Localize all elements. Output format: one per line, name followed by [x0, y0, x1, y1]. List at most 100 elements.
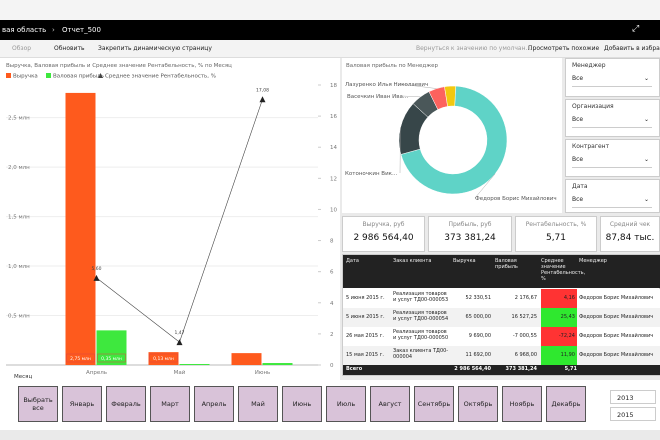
- slicer-dropdown[interactable]: Все ⌄: [572, 75, 652, 87]
- month-button[interactable]: Выбрать все: [18, 386, 58, 422]
- y2-tick-label: 14: [330, 145, 337, 151]
- table-cell: Федоров Борис Михайлович: [579, 333, 654, 339]
- header-bar: вая область › Отчет_500 ⤢: [0, 20, 660, 40]
- month-button[interactable]: Март: [150, 386, 190, 422]
- year-button[interactable]: 2013: [610, 390, 656, 404]
- slicer-dropdown[interactable]: Все ⌄: [572, 156, 652, 168]
- month-button[interactable]: Сентябрь: [414, 386, 454, 422]
- table-cell: -7 000,55: [512, 333, 537, 339]
- table-row: [343, 308, 660, 327]
- kpi-label: Рентабельность, %: [525, 221, 587, 228]
- combo-chart: Выручка, Валовая прибыль и Среднее значе…: [0, 58, 340, 380]
- bar: [231, 353, 262, 365]
- month-button[interactable]: Апрель: [194, 386, 234, 422]
- table-cell: 5 июня 2015 г.: [346, 295, 385, 301]
- data-label: 0,35 млн: [101, 356, 122, 362]
- column-header: Дата: [346, 258, 359, 264]
- donut-segment: [444, 85, 456, 107]
- month-button[interactable]: Август: [370, 386, 410, 422]
- dropdown-arrow: ⌄: [644, 196, 650, 203]
- donut-label: Федоров Борис Михайлович: [475, 195, 557, 202]
- legend-label: Валовая прибыль: [53, 74, 104, 80]
- donut-label: Котоночкин Вик...: [345, 171, 397, 177]
- column-header: Менеджер: [579, 258, 607, 264]
- y-tick-label: 0,5 млн: [8, 314, 30, 320]
- expand-icon[interactable]: ⤢: [632, 24, 640, 34]
- toolbar-button[interactable]: Закрепить динамическую страницу: [98, 45, 212, 52]
- month-button[interactable]: Октябрь: [458, 386, 498, 422]
- table-cell: 16 527,25: [511, 314, 537, 320]
- slicer-dropdown[interactable]: Все ⌄: [572, 196, 652, 208]
- report-name[interactable]: Отчет_500: [62, 26, 101, 34]
- toolbar-button[interactable]: Обзор: [12, 45, 32, 52]
- year-button[interactable]: 2015: [610, 407, 656, 421]
- y2-tick-label: 8: [330, 239, 334, 245]
- table: Дата Заказ клиента Выручка Валовая прибыль С…: [342, 254, 660, 376]
- bar: [65, 92, 96, 365]
- month-button[interactable]: Декабрь: [546, 386, 586, 422]
- chart-title: Валовая прибыль по Менеджер: [346, 63, 439, 69]
- table-row: [343, 327, 660, 346]
- total-cell: Всего: [346, 366, 363, 372]
- data-label: 0,13 млн: [153, 356, 174, 362]
- donut-segment: [400, 85, 508, 195]
- x-axis-label: Месяц: [14, 374, 32, 380]
- slicer-dropdown[interactable]: Все ⌄: [572, 116, 652, 128]
- line-marker: [259, 96, 266, 103]
- toolbar-button[interactable]: Добавить в избранное: [604, 45, 660, 52]
- x-tick-label: Июнь: [255, 370, 271, 376]
- total-row: [343, 363, 660, 375]
- toolbar-button[interactable]: Просмотреть похожие: [528, 45, 600, 52]
- month-button[interactable]: Июль: [326, 386, 366, 422]
- legend-swatch: [98, 73, 103, 78]
- total-cell: 5,71: [564, 366, 577, 372]
- bar: [179, 364, 210, 365]
- y2-tick-label: 18: [330, 83, 337, 89]
- table-cell: 25,43: [541, 308, 577, 327]
- slicer-label: Менеджер: [572, 62, 606, 69]
- slicer: Организация Все ⌄: [565, 99, 660, 137]
- slicer: Менеджер Все ⌄: [565, 58, 660, 97]
- line-marker: [176, 339, 183, 346]
- table-cell: 9 690,00: [468, 333, 491, 339]
- kpi-label: Выручка, руб: [362, 221, 405, 228]
- month-button[interactable]: Февраль: [106, 386, 146, 422]
- toolbar-button[interactable]: Вернуться к значению по умолчан...: [416, 45, 532, 52]
- y-tick-label: 1,5 млн: [8, 215, 30, 221]
- month-button[interactable]: Июнь: [282, 386, 322, 422]
- data-label-box: [66, 353, 95, 363]
- top-strip: [0, 0, 660, 20]
- kpi-value: 5,71: [545, 233, 567, 243]
- table-cell: 26 мая 2015 г.: [346, 333, 384, 339]
- bar: [262, 363, 293, 365]
- table-cell: 15 мая 2015 г.: [346, 352, 384, 358]
- data-label-box: [97, 353, 126, 363]
- donut-chart: Валовая прибыль по Менеджер Федоров Борис…: [342, 58, 562, 213]
- table-cell: 6 968,00: [514, 352, 537, 358]
- table-cell: 4,16: [541, 289, 577, 308]
- y-tick-label: 2,5 млн: [8, 116, 30, 122]
- month-button[interactable]: Ноябрь: [502, 386, 542, 422]
- donut-label: Васечкин Иван Ива...: [347, 94, 408, 100]
- column-header: Среднее значение Рентабельность, %: [541, 258, 586, 282]
- legend-label: Среднее значение Рентабельность, %: [105, 74, 216, 80]
- dropdown-arrow: ⌄: [644, 116, 650, 123]
- table-cell: Реализация товаров и услуг ТД00-000053: [393, 291, 449, 303]
- kpi-label: Прибыль, руб: [448, 221, 492, 228]
- column-header: Заказ клиента: [393, 258, 432, 264]
- month-button[interactable]: Май: [238, 386, 278, 422]
- kpi-card: Средний чек 87,84 тыс.: [600, 216, 660, 252]
- slicer: Контрагент Все ⌄: [565, 139, 660, 177]
- toolbar-button[interactable]: Обновить: [54, 45, 85, 52]
- legend-swatch: [46, 73, 51, 78]
- y-tick-label: 1,0 млн: [8, 264, 30, 270]
- column-header: Валовая прибыль: [495, 258, 518, 270]
- data-label: 17,08: [256, 87, 269, 93]
- slicer-label: Организация: [572, 103, 614, 110]
- y2-tick-label: 2: [330, 332, 334, 338]
- month-button[interactable]: Январь: [62, 386, 102, 422]
- data-label-box: [149, 353, 178, 363]
- kpi-card: Выручка, руб 2 986 564,40: [342, 216, 425, 252]
- line-marker: [93, 274, 100, 281]
- breadcrumb[interactable]: вая область: [2, 26, 47, 34]
